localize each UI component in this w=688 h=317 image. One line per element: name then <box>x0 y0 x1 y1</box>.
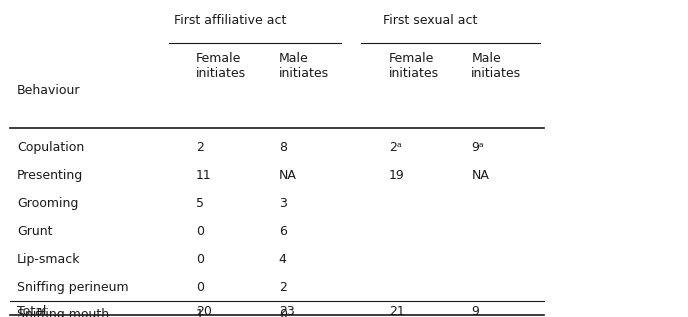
Text: Presenting: Presenting <box>17 169 83 182</box>
Text: Female
initiates: Female initiates <box>196 52 246 80</box>
Text: 0: 0 <box>279 308 287 317</box>
Text: 5: 5 <box>196 197 204 210</box>
Text: First sexual act: First sexual act <box>383 14 477 27</box>
Text: 2ᵃ: 2ᵃ <box>389 141 402 154</box>
Text: Sniffing perineum: Sniffing perineum <box>17 281 129 294</box>
Text: 3: 3 <box>279 197 286 210</box>
Text: Female
initiates: Female initiates <box>389 52 439 80</box>
Text: 21: 21 <box>389 305 405 317</box>
Text: 0: 0 <box>196 253 204 266</box>
Text: 0: 0 <box>196 225 204 238</box>
Text: Copulation: Copulation <box>17 141 85 154</box>
Text: Sniffing mouth: Sniffing mouth <box>17 308 109 317</box>
Text: Grunt: Grunt <box>17 225 53 238</box>
Text: 9ᵃ: 9ᵃ <box>471 141 484 154</box>
Text: 0: 0 <box>196 281 204 294</box>
Text: 2: 2 <box>196 141 204 154</box>
Text: 19: 19 <box>389 169 405 182</box>
Text: Total: Total <box>17 305 47 317</box>
Text: First affiliative act: First affiliative act <box>174 14 287 27</box>
Text: 20: 20 <box>196 305 212 317</box>
Text: Lip-smack: Lip-smack <box>17 253 80 266</box>
Text: 11: 11 <box>196 169 212 182</box>
Text: Male
initiates: Male initiates <box>279 52 329 80</box>
Text: 8: 8 <box>279 141 287 154</box>
Text: Grooming: Grooming <box>17 197 78 210</box>
Text: Male
initiates: Male initiates <box>471 52 522 80</box>
Text: 1: 1 <box>196 308 204 317</box>
Text: NA: NA <box>471 169 489 182</box>
Text: 9: 9 <box>471 305 479 317</box>
Text: Behaviour: Behaviour <box>17 84 80 97</box>
Text: 23: 23 <box>279 305 294 317</box>
Text: 2: 2 <box>279 281 286 294</box>
Text: 4: 4 <box>279 253 286 266</box>
Text: NA: NA <box>279 169 297 182</box>
Text: 6: 6 <box>279 225 286 238</box>
